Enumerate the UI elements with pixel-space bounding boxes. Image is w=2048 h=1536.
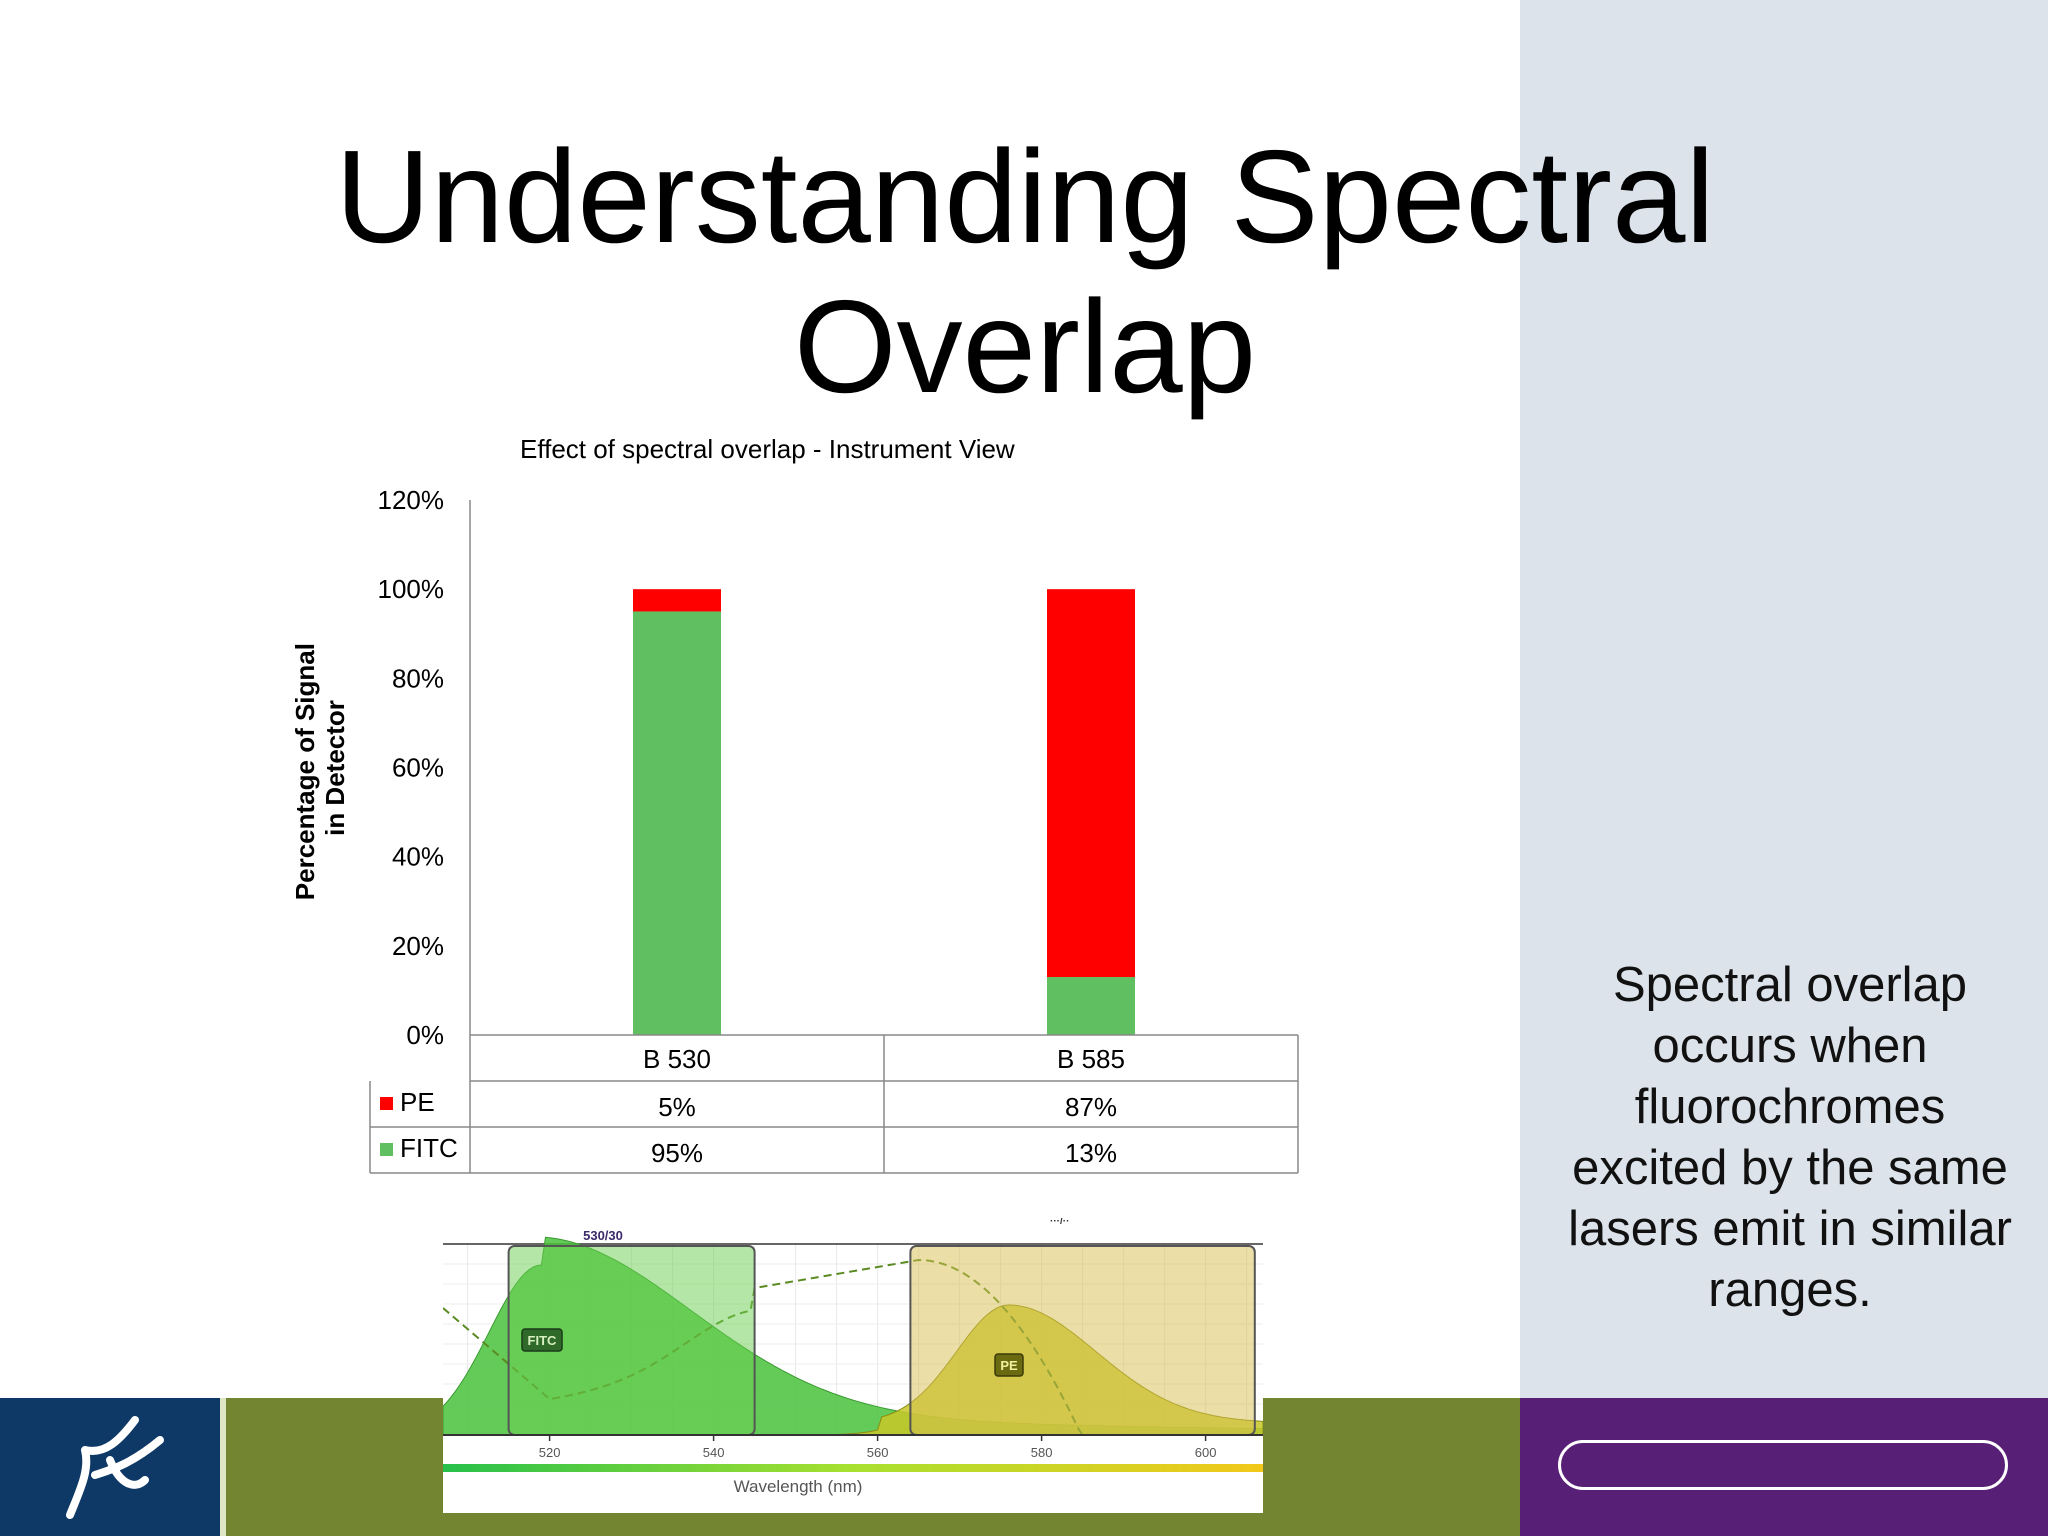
bars bbox=[633, 589, 1135, 1035]
y-tick-label: 40% bbox=[392, 842, 444, 872]
footer-divider bbox=[220, 1398, 226, 1536]
spectrum-tick-label: 540 bbox=[703, 1445, 725, 1460]
y-tick-label: 120% bbox=[378, 485, 445, 515]
y-tick-label: 20% bbox=[392, 931, 444, 961]
legend-swatch-fitc bbox=[380, 1143, 393, 1156]
data-label: 87% bbox=[1065, 1092, 1117, 1122]
filter-bands bbox=[507, 1245, 1256, 1436]
data-label: 95% bbox=[651, 1138, 703, 1168]
cell-logo-icon bbox=[66, 1416, 164, 1519]
right-side-panel bbox=[1520, 0, 2048, 1398]
spectrum-x-label: Wavelength (nm) bbox=[734, 1477, 863, 1496]
bar-fitc-2 bbox=[1047, 977, 1135, 1035]
side-note: Spectral overlap occurs when fluorochrom… bbox=[1568, 958, 2012, 1317]
data-label: 13% bbox=[1065, 1138, 1117, 1168]
spectrum-tick-label: 600 bbox=[1195, 1445, 1217, 1460]
y-axis: 0% 20% 40% 60% 80% 100% 120% bbox=[378, 485, 471, 1050]
footer-purple-block bbox=[1520, 1398, 2048, 1536]
spectrum-x-ticks: 520 540 560 580 600 bbox=[539, 1435, 1217, 1460]
bar-pe-1 bbox=[633, 589, 721, 612]
footer-pill-outline bbox=[1558, 1440, 2008, 1490]
y-tick-label: 100% bbox=[378, 574, 445, 604]
chart-title: Effect of spectral overlap - Instrument … bbox=[520, 434, 1015, 464]
data-label: 5% bbox=[658, 1092, 696, 1122]
spectrum-tick-label: 580 bbox=[1031, 1445, 1053, 1460]
pe-dye-tag: PE bbox=[994, 1353, 1024, 1377]
y-axis-label: Percentage of Signal in Detector bbox=[290, 636, 350, 900]
category-label: B 530 bbox=[643, 1044, 711, 1074]
y-tick-label: 80% bbox=[392, 663, 444, 693]
legend-label-pe: PE bbox=[400, 1087, 435, 1117]
fitc-dye-label: FITC bbox=[528, 1333, 557, 1348]
slide-title: Understanding Spectral Overlap bbox=[335, 123, 1715, 420]
bar-fitc-1 bbox=[633, 611, 721, 1035]
category-label: B 585 bbox=[1057, 1044, 1125, 1074]
pe-dye-label: PE bbox=[1000, 1358, 1018, 1373]
filter-label: 530/30 bbox=[583, 1228, 623, 1243]
legend-swatch-pe bbox=[380, 1097, 393, 1110]
fitc-dye-tag: FITC bbox=[521, 1328, 563, 1352]
emission-spectrum-image: ···/·· 530/30 FITC PE 520 540 560 580 600 Wa… bbox=[443, 1218, 1263, 1513]
y-tick-label: 0% bbox=[406, 1020, 444, 1050]
spectrum-tick-label: 520 bbox=[539, 1445, 561, 1460]
svg-text:···/··: ···/·· bbox=[1050, 1218, 1069, 1227]
filter-band-2 bbox=[909, 1245, 1256, 1436]
y-tick-label: 60% bbox=[392, 753, 444, 783]
legend-label-fitc: FITC bbox=[400, 1133, 458, 1163]
bar-pe-2 bbox=[1047, 589, 1135, 978]
data-table: B 530 B 585 PE 5% 87% FITC 95% 13% bbox=[369, 1034, 1299, 1174]
stacked-bar-chart: Effect of spectral overlap - Instrument … bbox=[290, 434, 1299, 1174]
spectrum-tick-label: 560 bbox=[867, 1445, 889, 1460]
